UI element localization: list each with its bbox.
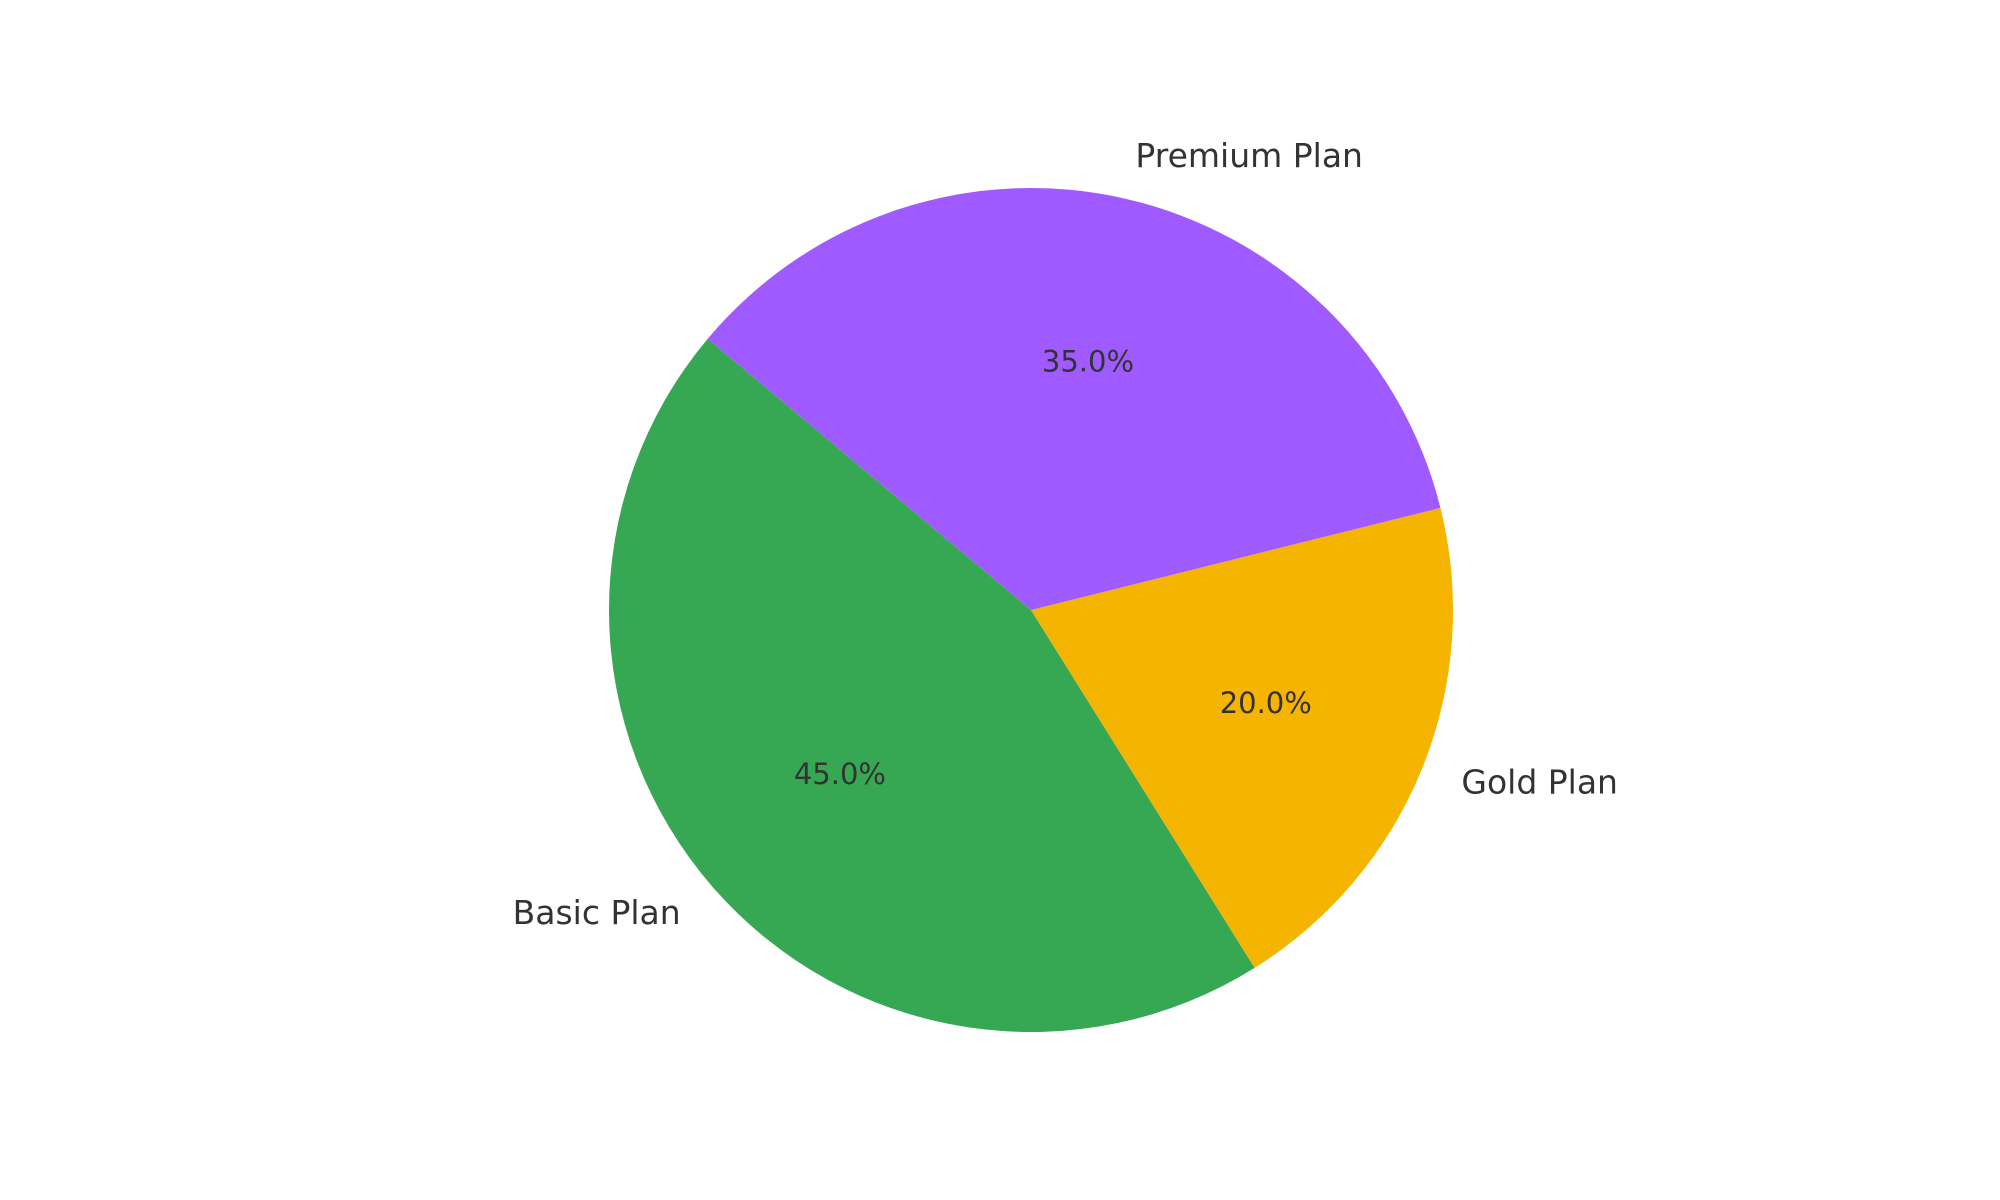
pie-slice-gold-plan <box>1031 507 1454 968</box>
percent-label-basic-plan: 45.0% <box>794 757 886 791</box>
slice-label-gold-plan: Gold Plan <box>1461 762 1618 801</box>
slices-layer <box>609 187 1454 1032</box>
pie-slice-basic-plan <box>609 338 1255 1032</box>
slice-label-premium-plan: Premium Plan <box>1135 136 1363 175</box>
percent-label-premium-plan: 35.0% <box>1042 344 1134 378</box>
percent-label-gold-plan: 20.0% <box>1220 686 1312 720</box>
slice-label-basic-plan: Basic Plan <box>513 893 681 932</box>
pie-slice-premium-plan <box>707 187 1441 610</box>
labels-layer: Basic Plan 45.0% Gold Plan 20.0% Premium Pla… <box>513 136 1618 932</box>
